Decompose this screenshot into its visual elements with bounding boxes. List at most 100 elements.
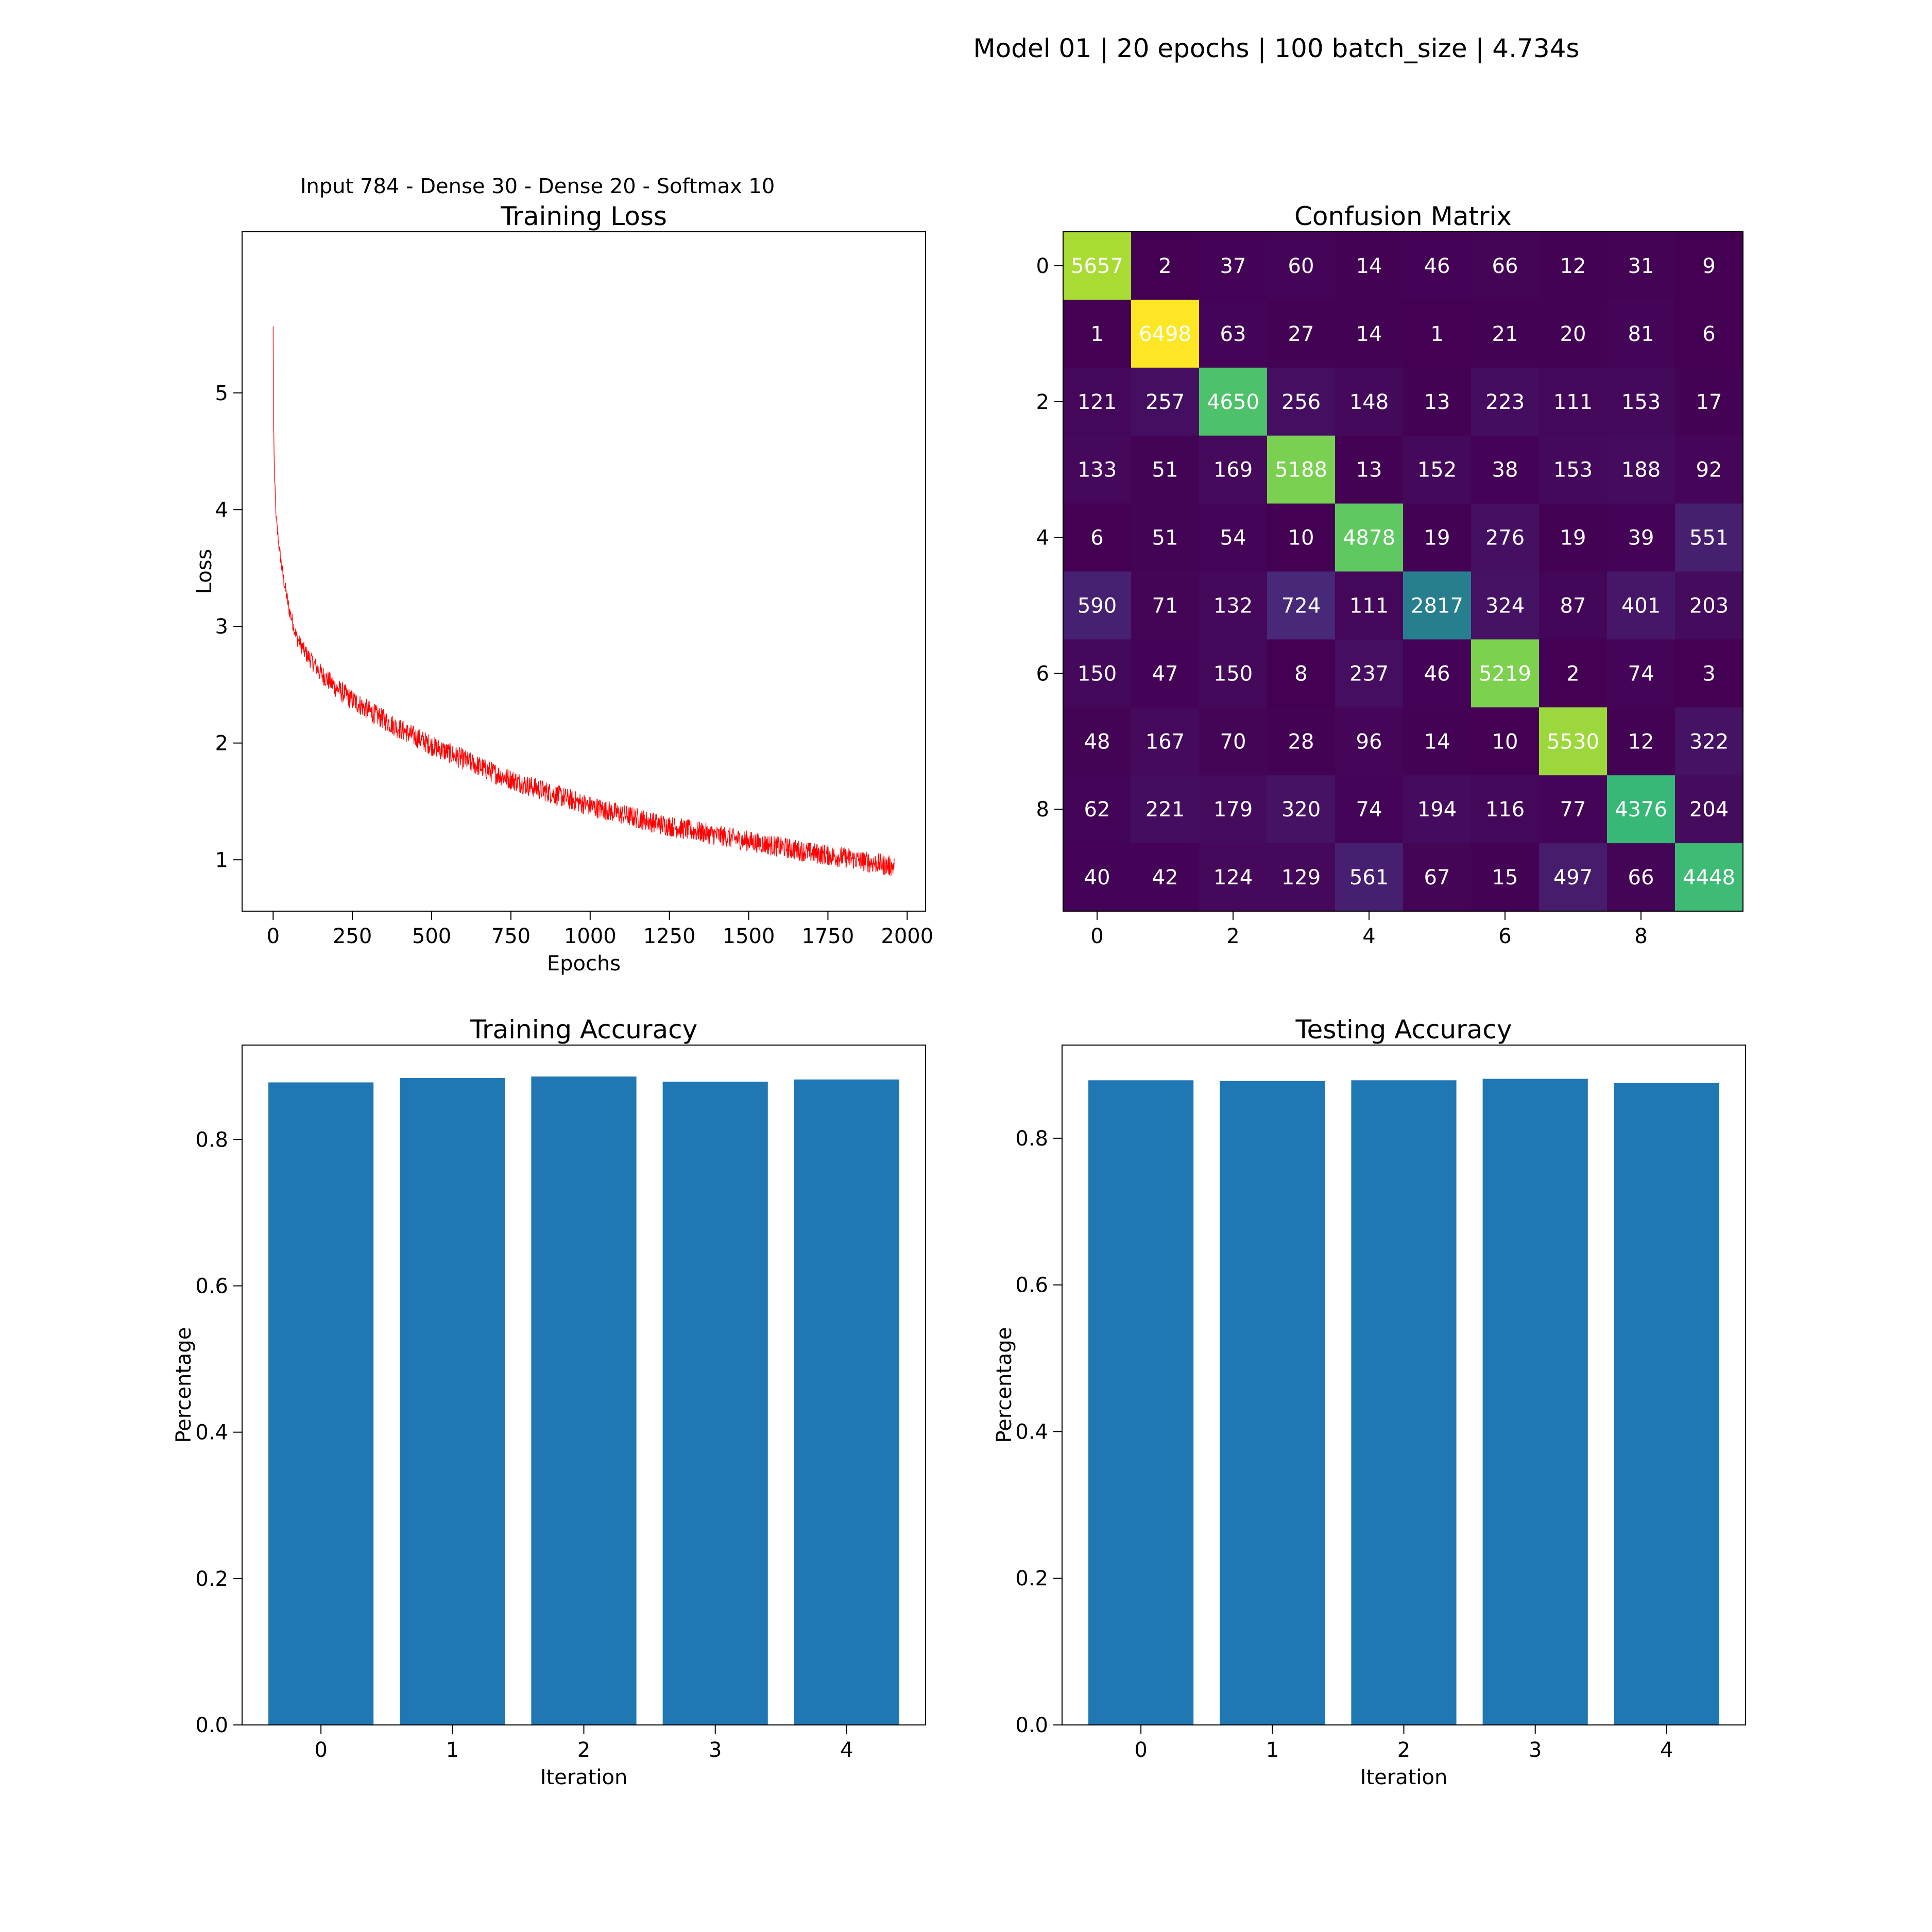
cm-cell <box>1267 707 1336 776</box>
cm-cell <box>1403 435 1472 504</box>
cm-cell-value: 116 <box>1485 798 1525 822</box>
cm-cell <box>1607 639 1675 708</box>
cm-cell-value: 320 <box>1281 798 1321 822</box>
cm-cell <box>1335 299 1404 368</box>
train-acc-chart-title: Training Accuracy <box>470 1015 697 1045</box>
loss-x-tick-label: 1000 <box>564 925 617 948</box>
cm-y-tick-label: 6 <box>1036 662 1049 686</box>
loss-x-tick-label: 0 <box>267 925 280 948</box>
cm-cell-value: 153 <box>1621 390 1661 414</box>
cm-cell <box>1267 639 1336 708</box>
loss-x-axis-label: Epochs <box>547 952 621 976</box>
cm-cell-value: 17 <box>1696 390 1722 414</box>
cm-cell-value: 223 <box>1485 390 1525 414</box>
cm-cell <box>1131 639 1200 708</box>
cm-cell-value: 81 <box>1628 322 1654 346</box>
cm-cell-value: 40 <box>1084 866 1110 890</box>
train-acc-bar <box>400 1078 505 1725</box>
cm-cell <box>1131 367 1200 436</box>
cm-cell <box>1539 843 1608 912</box>
cm-cell <box>1199 503 1268 572</box>
cm-cell <box>1607 707 1675 776</box>
cm-cell <box>1607 775 1675 844</box>
test-acc-bar <box>1351 1080 1457 1725</box>
cm-cell <box>1471 435 1540 504</box>
cm-cell-value: 48 <box>1084 730 1110 754</box>
cm-cell-value: 169 <box>1213 458 1253 482</box>
cm-cell-value: 13 <box>1356 458 1382 482</box>
cm-cell <box>1199 299 1268 368</box>
cm-cell-value: 19 <box>1424 526 1450 550</box>
test-acc-chart-title: Testing Accuracy <box>1295 1015 1512 1045</box>
cm-cell <box>1063 232 1132 300</box>
cm-cell-value: 111 <box>1349 594 1389 618</box>
cm-cell-value: 121 <box>1078 390 1117 414</box>
cm-cell <box>1199 639 1268 708</box>
loss-x-tick-label: 750 <box>491 925 531 948</box>
cm-cell <box>1335 843 1404 912</box>
loss-series-line <box>272 326 895 876</box>
cm-cell <box>1675 367 1743 436</box>
test-acc-x-tick-label: 4 <box>1660 1738 1673 1762</box>
cm-cell <box>1675 707 1743 776</box>
cm-cell <box>1199 843 1268 912</box>
cm-cell <box>1403 299 1472 368</box>
cm-cell-value: 46 <box>1424 662 1450 686</box>
cm-cell <box>1267 503 1336 572</box>
loss-x-tick-label: 500 <box>412 925 451 948</box>
cm-y-tick-label: 4 <box>1036 526 1049 550</box>
cm-cell <box>1063 571 1132 640</box>
cm-cell-value: 14 <box>1356 254 1382 278</box>
cm-cell-value: 67 <box>1424 866 1450 890</box>
cm-cell-value: 92 <box>1696 458 1722 482</box>
cm-cell-value: 1 <box>1090 322 1103 346</box>
cm-cell-value: 221 <box>1145 798 1185 822</box>
cm-chart-title: Confusion Matrix <box>1294 201 1512 231</box>
cm-cell <box>1675 775 1743 844</box>
train-acc-x-axis-label: Iteration <box>540 1766 628 1789</box>
cm-cell <box>1199 367 1268 436</box>
cm-cell <box>1267 435 1336 504</box>
cm-cell <box>1607 503 1675 572</box>
train-acc-y-axis-label: Percentage <box>172 1327 196 1443</box>
training-accuracy-chart: Training Accuracy 0 1 2 3 4 0.0 0.2 0.4 0.6 0.8 Ite… <box>172 1015 926 1789</box>
cm-cell-value: 74 <box>1628 662 1654 686</box>
cm-cell-value: 133 <box>1078 458 1117 482</box>
cm-cell <box>1607 843 1675 912</box>
cm-cell-value: 21 <box>1492 322 1518 346</box>
cm-cell-value: 9 <box>1702 254 1715 278</box>
cm-cell-value: 66 <box>1492 254 1518 278</box>
cm-cell-value: 51 <box>1152 458 1178 482</box>
cm-cell-value: 497 <box>1553 866 1593 890</box>
cm-cell <box>1471 367 1540 436</box>
cm-cell <box>1335 503 1404 572</box>
cm-cell-value: 4376 <box>1615 798 1667 822</box>
cm-cell-value: 39 <box>1628 526 1654 550</box>
train-acc-x-tick-label: 1 <box>446 1738 459 1762</box>
loss-y-tick-label: 2 <box>215 732 228 756</box>
cm-cell <box>1607 367 1675 436</box>
cm-cell <box>1539 775 1608 844</box>
cm-cell <box>1675 571 1743 640</box>
test-acc-bar <box>1088 1080 1194 1725</box>
cm-cell <box>1403 367 1472 436</box>
cm-y-tick-label: 0 <box>1036 254 1049 278</box>
test-acc-y-tick-label: 0.4 <box>1015 1420 1048 1444</box>
cm-cell <box>1539 639 1608 708</box>
cm-cell-value: 590 <box>1078 594 1117 618</box>
train-acc-bar <box>268 1082 374 1725</box>
cm-cell <box>1471 775 1540 844</box>
test-acc-bar <box>1614 1083 1719 1725</box>
cm-cell <box>1539 367 1608 436</box>
cm-cell-value: 3 <box>1702 662 1715 686</box>
cm-cell <box>1607 571 1675 640</box>
cm-cell <box>1335 232 1404 300</box>
cm-cell <box>1131 707 1200 776</box>
cm-cell <box>1471 571 1540 640</box>
cm-cell <box>1063 435 1132 504</box>
cm-cell <box>1607 299 1675 368</box>
cm-cell-value: 63 <box>1220 322 1246 346</box>
cm-cell <box>1063 843 1132 912</box>
cm-cell-value: 62 <box>1084 798 1110 822</box>
